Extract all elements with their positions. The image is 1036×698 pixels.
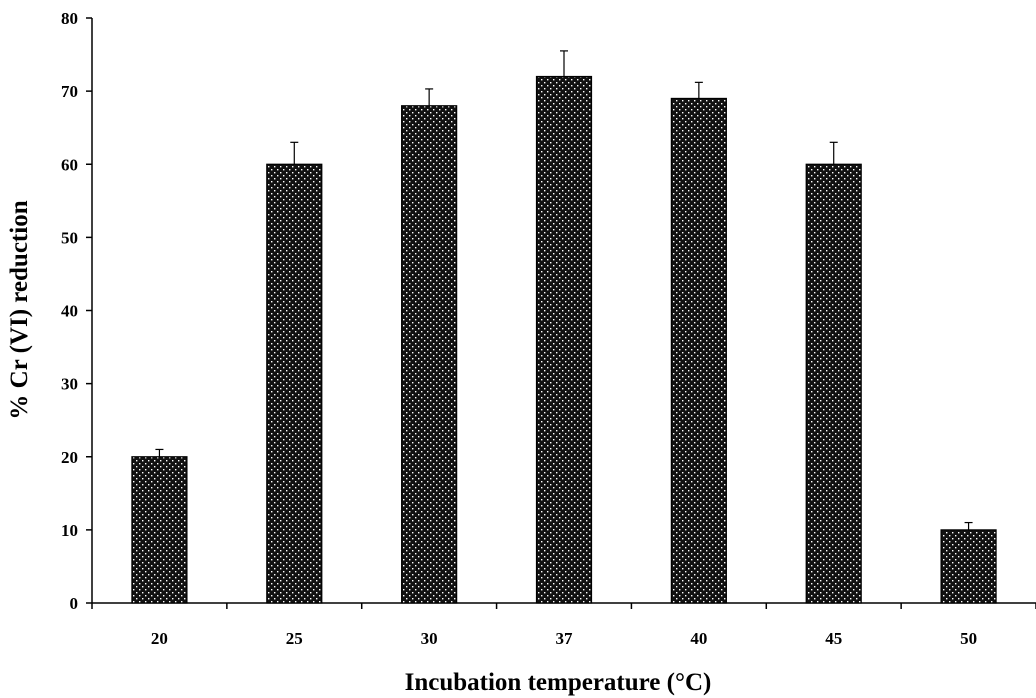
bar: [940, 529, 997, 604]
y-tick-label: 80: [61, 9, 78, 28]
x-tick-label: 45: [825, 629, 842, 648]
x-axis-ticks: 20 25 30 37 40 45 50: [91, 603, 1036, 648]
x-tick-label: 20: [151, 629, 168, 648]
bar-series: [131, 50, 997, 604]
bar: [670, 97, 727, 604]
y-tick-label: 40: [61, 302, 78, 321]
x-tick-label: 40: [690, 629, 707, 648]
y-tick-label: 10: [61, 521, 78, 540]
bar: [805, 163, 862, 604]
bar: [535, 75, 593, 604]
x-tick-label: 30: [421, 629, 438, 648]
y-tick-label: 50: [61, 228, 78, 247]
bar: [266, 163, 323, 604]
bar: [401, 105, 458, 604]
y-tick-label: 0: [70, 594, 79, 613]
y-axis-title: % Cr (VI) reduction: [6, 200, 33, 419]
y-tick-label: 70: [61, 82, 78, 101]
x-tick-label: 25: [286, 629, 303, 648]
bar: [131, 456, 188, 604]
y-tick-label: 20: [61, 448, 78, 467]
y-tick-label: 30: [61, 375, 78, 394]
x-tick-label: 37: [556, 629, 574, 648]
x-tick-label: 50: [960, 629, 977, 648]
y-axis-ticks: 0 10 20 30 40 50 60 70 80: [61, 9, 92, 613]
x-axis-title: Incubation temperature (°C): [405, 669, 712, 696]
y-tick-label: 60: [61, 155, 78, 174]
